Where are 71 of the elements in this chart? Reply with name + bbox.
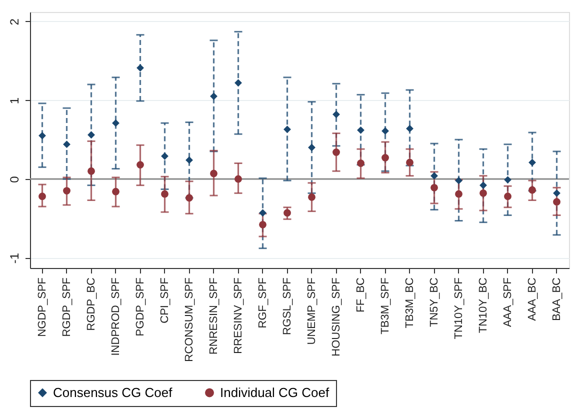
- point: [308, 193, 316, 201]
- x-tick-label: AAA_BC: [526, 277, 538, 321]
- point: [63, 187, 70, 195]
- legend-label: Individual CG Coef: [220, 384, 330, 400]
- point: [284, 209, 291, 217]
- x-tick-label: UNEMP_SPF: [306, 277, 318, 345]
- x-tick-label: RGF_SPF: [256, 277, 269, 328]
- point: [210, 92, 218, 100]
- y-tick-label: 1: [8, 97, 22, 104]
- y-tick-label: -1: [8, 252, 22, 264]
- point: [38, 132, 46, 140]
- x-tick-label: RGDP_BC: [85, 277, 98, 331]
- point: [38, 192, 46, 200]
- point: [136, 161, 144, 169]
- x-tick-label: TB3M_BC: [404, 277, 416, 328]
- y-tick-label: 2: [8, 18, 22, 26]
- x-tick-label: RCONSUM_SPF: [183, 277, 196, 362]
- point: [382, 127, 389, 135]
- x-tick-label: PGDP_SPF: [134, 277, 146, 336]
- point: [186, 156, 193, 164]
- x-tick-label: NGDP_SPF: [36, 277, 48, 337]
- point: [210, 170, 218, 178]
- point: [259, 220, 266, 228]
- x-tick-label: RGSL_SPF: [281, 277, 294, 335]
- point: [528, 158, 536, 166]
- point: [259, 209, 266, 217]
- x-tick-label: HOUSING_SPF: [330, 277, 342, 356]
- point: [186, 194, 193, 202]
- point: [357, 160, 364, 167]
- point: [88, 167, 95, 175]
- point: [332, 110, 340, 118]
- point: [112, 188, 120, 196]
- point: [455, 176, 462, 184]
- point: [504, 176, 512, 184]
- point: [430, 184, 438, 192]
- x-tick-label: FF_BC: [354, 277, 367, 312]
- point: [406, 158, 414, 166]
- point: [63, 140, 70, 148]
- point: [136, 64, 144, 72]
- x-tick-label: AAA_SPF: [502, 277, 514, 328]
- x-tick-label: RRESINV_SPF: [232, 277, 244, 354]
- point: [112, 119, 120, 127]
- point: [382, 154, 389, 162]
- point: [553, 189, 560, 197]
- x-tick-label: TB3M_SPF: [379, 277, 392, 334]
- x-tick-label: RGDP_SPF: [60, 277, 73, 337]
- point: [284, 126, 291, 134]
- x-tick-label: RNRESIN_SPF: [208, 277, 220, 355]
- point: [332, 148, 340, 156]
- x-tick-label: TN10Y_SPF: [452, 277, 465, 340]
- y-tick-label: 0: [8, 176, 22, 183]
- point: [161, 190, 168, 198]
- legend-label: Consensus CG Coef: [53, 384, 173, 400]
- x-tick-label: CPI_SPF: [158, 277, 171, 324]
- x-tick-label: TN5Y_BC: [428, 277, 440, 328]
- point: [480, 189, 487, 197]
- point: [234, 79, 242, 87]
- point: [504, 192, 512, 200]
- point: [528, 186, 536, 194]
- x-tick-label: TN10Y_BC: [477, 277, 490, 334]
- point: [88, 131, 95, 139]
- point: [234, 175, 242, 183]
- point: [357, 126, 364, 134]
- x-tick-label: BAA_BC: [550, 277, 563, 321]
- point: [406, 124, 414, 132]
- x-tick-label: INDPROD_SPF: [110, 277, 122, 356]
- point: [480, 182, 487, 189]
- point: [553, 198, 560, 206]
- point: [161, 152, 168, 160]
- point: [455, 190, 462, 198]
- point: [430, 172, 438, 180]
